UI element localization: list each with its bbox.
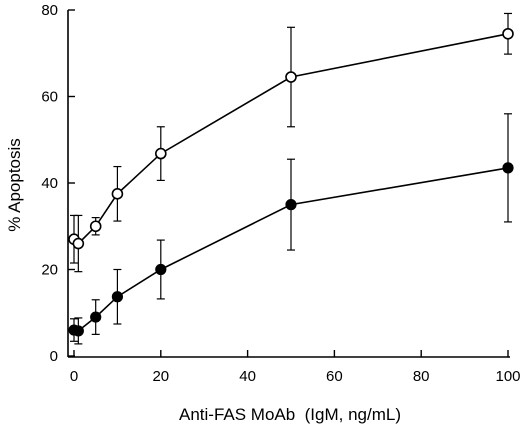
x-tick-label: 80 (413, 368, 430, 385)
tick-labels: 0 20 40 60 80 0 20 40 60 80 100 (41, 2, 520, 385)
y-tick-label: 0 (50, 348, 58, 365)
data-point (155, 147, 167, 160)
data-point (502, 27, 514, 40)
series-1 (68, 12, 514, 273)
y-tick-label: 60 (41, 89, 58, 106)
y-tick-label: 80 (41, 2, 58, 19)
data-point (285, 71, 297, 83)
axes (67, 10, 510, 358)
data-point (72, 237, 85, 250)
data-point (90, 311, 102, 323)
ticks (68, 9, 509, 357)
data-point (155, 263, 167, 276)
data-point (111, 188, 124, 200)
x-tick-label: 40 (239, 368, 256, 385)
data-point (72, 325, 84, 337)
y-tick-label: 20 (41, 262, 58, 279)
x-axis-label: Anti-FAS MoAb (IgM, ng/mL) (179, 405, 401, 424)
x-tick-label: 20 (152, 368, 169, 385)
x-tick-label: 0 (70, 368, 78, 385)
y-axis-label: % Apoptosis (5, 138, 24, 232)
data-point (502, 162, 514, 174)
series-2 (68, 113, 514, 345)
y-tick-label: 40 (41, 175, 58, 192)
x-tick-label: 100 (495, 368, 520, 385)
data-point (111, 291, 124, 303)
data-point (89, 220, 102, 233)
data-point (285, 199, 297, 211)
plot-area (68, 12, 514, 345)
x-tick-label: 60 (326, 368, 343, 385)
